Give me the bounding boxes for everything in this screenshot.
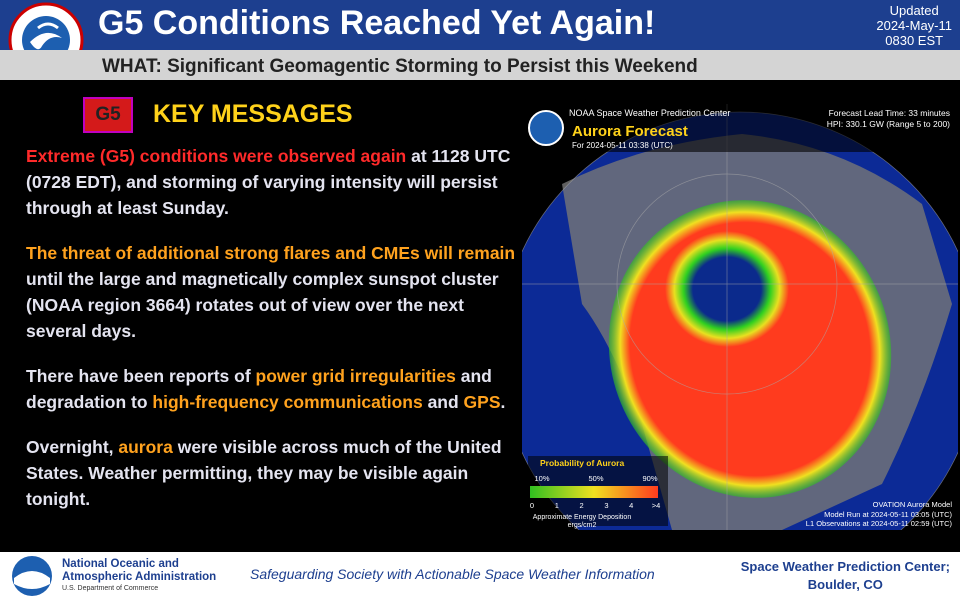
updated-label: Updated bbox=[889, 3, 939, 18]
map-time: For 2024-05-11 03:38 (UTC) bbox=[572, 141, 673, 150]
legend-label: 10% bbox=[534, 474, 549, 483]
legend-label: 1 bbox=[555, 501, 559, 510]
agency-line: National Oceanic and bbox=[62, 558, 179, 570]
model: OVATION Aurora Model bbox=[873, 500, 953, 509]
message-text: aurora bbox=[118, 437, 173, 457]
updated-time: 0830 EST bbox=[885, 33, 944, 48]
department: U.S. Department of Commerce bbox=[62, 585, 159, 592]
message-text: Overnight, bbox=[26, 437, 119, 457]
legend-label: 2 bbox=[580, 501, 584, 510]
updated-date: 2024-May-11 bbox=[876, 18, 952, 33]
noaa-logo bbox=[12, 556, 52, 596]
footer bbox=[0, 552, 960, 600]
aurora-map: NOAA Space Weather Prediction Center Aur… bbox=[522, 104, 958, 530]
message-text: Extreme (G5) conditions were observed ag… bbox=[26, 146, 407, 166]
message-text: and degradation to bbox=[26, 366, 492, 412]
message: The threat of additional strong flares a… bbox=[26, 240, 520, 344]
color-bar bbox=[530, 486, 658, 498]
legend-label: 50% bbox=[588, 474, 603, 483]
subtitle: WHAT: Significant Geomagentic Storming t… bbox=[102, 56, 698, 77]
header-bar bbox=[0, 0, 960, 50]
hpi: HPI: 330.1 GW (Range 5 to 200) bbox=[827, 119, 950, 129]
message: Overnight, aurora were visible across mu… bbox=[26, 434, 520, 512]
message-text: There have been reports of bbox=[26, 366, 256, 386]
title: G5 Conditions Reached Yet Again! bbox=[98, 4, 656, 42]
message-text: . bbox=[500, 392, 506, 412]
agency: National Oceanic and Atmospheric Adminis… bbox=[62, 558, 216, 584]
lead-time: Forecast Lead Time: 33 minutes bbox=[829, 108, 950, 118]
legend-title: Probability of Aurora bbox=[540, 458, 624, 468]
map-title: Aurora Forecast bbox=[572, 123, 688, 140]
message-text: and bbox=[422, 392, 464, 412]
updated: Updated 2024-May-11 0830 EST bbox=[876, 3, 952, 48]
office: Space Weather Prediction Center; Boulder… bbox=[741, 558, 950, 594]
legend-label: 4 bbox=[629, 501, 633, 510]
legend-label: 0 bbox=[530, 501, 534, 510]
map-center: NOAA Space Weather Prediction Center bbox=[569, 108, 730, 118]
office-line: Boulder, CO bbox=[807, 577, 883, 592]
observations: L1 Observations at 2024-05-11 02:59 (UTC… bbox=[806, 519, 953, 528]
legend-label: 3 bbox=[604, 501, 608, 510]
message-text: until the large and magnetically complex… bbox=[26, 269, 499, 341]
tagline: Safeguarding Society with Actionable Spa… bbox=[250, 566, 655, 582]
message: Extreme (G5) conditions were observed ag… bbox=[26, 143, 520, 221]
office-line: Space Weather Prediction Center; bbox=[740, 559, 950, 574]
message: There have been reports of power grid ir… bbox=[26, 363, 520, 415]
message-text: GPS bbox=[463, 392, 501, 412]
energy-unit: ergs/cm2 bbox=[568, 522, 597, 529]
message-text: high-frequency communications bbox=[152, 392, 423, 412]
legend-label: 90% bbox=[642, 474, 657, 483]
message-text: were visible across much of the United S… bbox=[26, 437, 502, 509]
key-messages: Extreme (G5) conditions were observed ag… bbox=[26, 143, 520, 531]
message-text: at 1128 UTC (0728 EDT), and storming of … bbox=[26, 146, 511, 218]
model-run: Model Run at 2024-05-11 03:05 (UTC) bbox=[824, 510, 952, 519]
subheader-bar bbox=[0, 50, 960, 80]
message-text: The threat of additional strong flares a… bbox=[26, 243, 516, 263]
agency-line: Atmospheric Administration bbox=[62, 571, 217, 583]
energy-label: Approximate Energy Deposition bbox=[533, 514, 632, 521]
message-text: power grid irregularities bbox=[255, 366, 456, 386]
legend-label: >4 bbox=[652, 501, 661, 510]
g5-badge: G5 bbox=[83, 97, 133, 133]
key-messages-heading: KEY MESSAGES bbox=[153, 100, 353, 128]
